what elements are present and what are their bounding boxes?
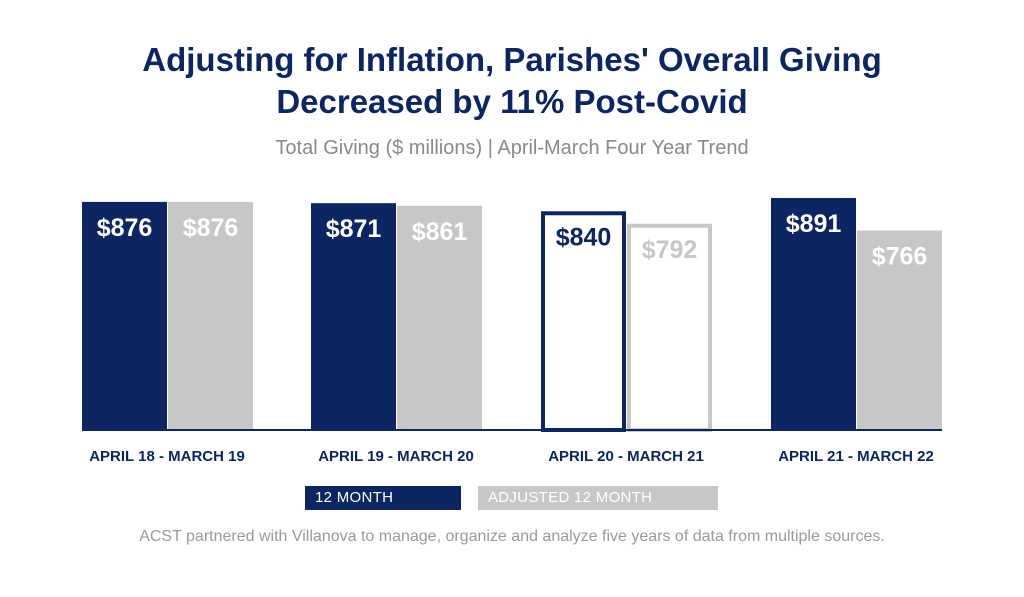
chart-title-line-2: Decreased by 11% Post-Covid bbox=[276, 83, 748, 120]
footnote: ACST partnered with Villanova to manage,… bbox=[139, 528, 885, 545]
data-label-giving-2: $871 bbox=[326, 215, 382, 243]
data-label-giving-3: $840 bbox=[556, 223, 612, 251]
data-label-adjusted-2: $861 bbox=[412, 218, 468, 246]
bar-adjusted-1 bbox=[168, 201, 253, 430]
legend-adjusted-12-month-giving: ADJUSTED 12 MONTH GIVING bbox=[478, 486, 718, 530]
category-label-2: APRIL 19 - MARCH 20 bbox=[318, 448, 474, 465]
data-label-adjusted-3: $792 bbox=[642, 236, 698, 264]
data-label-giving-1: $876 bbox=[97, 214, 153, 242]
bar-giving-2 bbox=[311, 203, 396, 430]
chart-subtitle: Total Giving ($ millions) | April-March … bbox=[275, 137, 749, 159]
category-label-4: APRIL 21 - MARCH 22 bbox=[778, 448, 934, 465]
bar-giving-1 bbox=[82, 201, 167, 430]
bar-giving-3 bbox=[541, 211, 626, 432]
legend-12-month-giving: 12 MONTH GIVING bbox=[305, 486, 461, 530]
data-label-giving-4: $891 bbox=[786, 210, 842, 238]
data-label-adjusted-4: $766 bbox=[872, 243, 928, 271]
bar-adjusted-2 bbox=[397, 205, 482, 430]
bar-giving-4 bbox=[771, 197, 856, 430]
chart-title-line-1: Adjusting for Inflation, Parishes' Overa… bbox=[142, 41, 882, 78]
category-label-1: APRIL 18 - MARCH 19 bbox=[89, 448, 245, 465]
category-label-3: APRIL 20 - MARCH 21 bbox=[548, 448, 704, 465]
bar-adjusted-4 bbox=[857, 230, 942, 430]
data-label-adjusted-1: $876 bbox=[183, 214, 239, 242]
